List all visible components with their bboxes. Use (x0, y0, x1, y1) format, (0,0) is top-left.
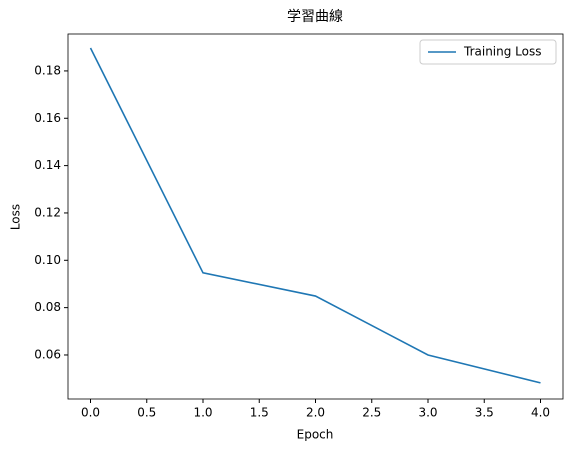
x-tick-label: 3.5 (475, 406, 494, 420)
x-tick-label: 2.0 (306, 406, 325, 420)
legend-label: Training Loss (463, 45, 541, 59)
y-tick-label: 0.08 (34, 300, 61, 314)
y-tick-label: 0.10 (34, 253, 61, 267)
y-tick-label: 0.14 (34, 158, 61, 172)
x-tick-label: 1.5 (250, 406, 269, 420)
x-tick-label: 0.0 (81, 406, 100, 420)
x-tick-label: 2.5 (362, 406, 381, 420)
line-series (89, 47, 541, 384)
x-tick-label: 0.5 (137, 406, 156, 420)
legend-box (419, 39, 557, 65)
chart-title: 学習曲線 (287, 9, 343, 25)
axes-frame (67, 33, 564, 400)
x-axis-label: Epoch (297, 428, 334, 442)
y-axis-label: Loss (9, 204, 23, 230)
x-tick-label: 3.0 (418, 406, 437, 420)
y-tick-label: 0.18 (34, 63, 61, 77)
y-tick-label: 0.06 (34, 347, 61, 361)
y-tick-label: 0.12 (34, 205, 61, 219)
x-tick-label: 1.0 (193, 406, 212, 420)
x-tick-label: 4.0 (531, 406, 550, 420)
y-tick-label: 0.16 (34, 111, 61, 125)
